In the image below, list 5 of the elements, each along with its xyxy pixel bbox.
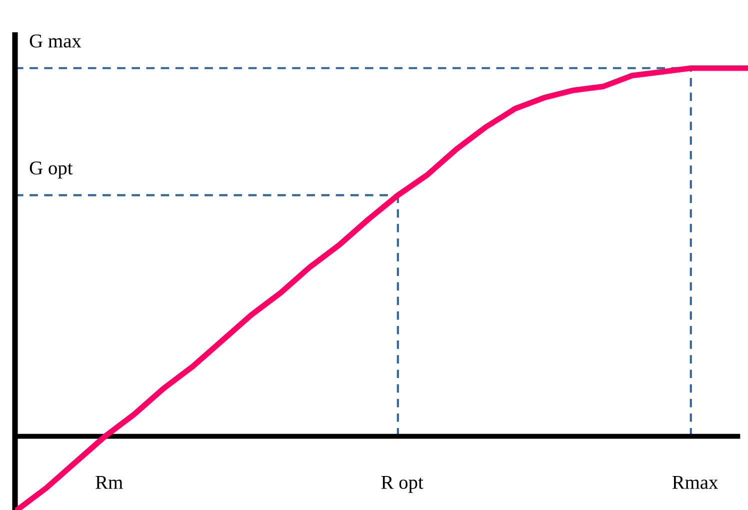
x-tick-label: Rmax — [672, 476, 718, 489]
x-tick-label: R opt — [381, 476, 424, 493]
ref-line-label: G max — [30, 34, 82, 48]
x-tick-label: Rm — [96, 476, 123, 489]
ref-line-label: G opt — [30, 161, 73, 179]
